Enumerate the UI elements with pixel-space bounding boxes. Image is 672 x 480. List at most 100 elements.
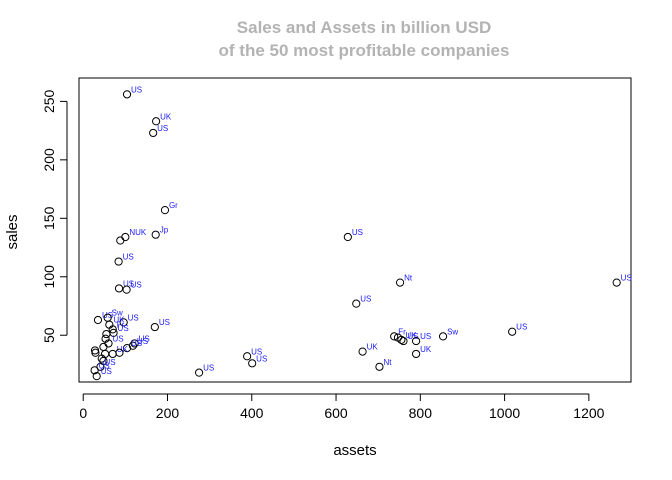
point-label: US [128,313,139,322]
point-label: UK [160,112,172,121]
data-point [399,336,408,346]
point-label: UK [420,345,432,354]
point-label: Nt [383,358,392,367]
x-tick-label: 600 [324,405,348,421]
x-axis-title: assets [333,442,376,459]
x-tick-label: 200 [156,405,180,421]
point-label: Fr [117,320,125,329]
y-axis-title: sales [4,214,21,249]
data-point [128,341,138,350]
data-point [92,372,101,381]
data-point [397,335,406,345]
data-point [97,354,106,363]
point-label: Jp [160,226,169,235]
data-point [152,117,161,126]
data-point [119,318,128,327]
data-point [395,278,405,287]
data-point [114,284,124,293]
data-point [102,329,111,339]
point-label: UK [405,331,417,340]
data-point [343,232,352,242]
y-tick-label: 50 [41,327,57,343]
point-label: US [139,334,150,343]
data-point [91,348,100,357]
point-label: US [360,295,371,304]
x-tick-label: 400 [240,405,264,421]
chart-title-line-1: Sales and Assets in billion USD [237,18,491,37]
point-label: US [251,347,262,356]
point-label: US [516,323,527,332]
point-label: US [112,334,123,343]
point-label: US [159,318,170,327]
data-point [248,359,257,368]
plot-frame [78,77,632,383]
point-label: US [256,354,267,363]
y-tick-label: 100 [41,265,57,289]
data-point [352,299,361,308]
point-label: US [157,124,168,133]
point-label: US [137,337,148,346]
data-point [115,348,124,357]
point-label: US [123,253,134,262]
data-point [150,322,159,332]
data-point [122,343,132,353]
point-label: Sw [447,327,458,336]
point-label: Nt [404,274,413,283]
point-label: US [99,361,110,370]
data-point [90,366,99,375]
data-point [130,339,139,348]
data-point [194,368,204,377]
point-label: US [102,311,113,320]
data-point [116,236,125,245]
point-label: Gr [169,201,178,210]
data-point [390,332,399,341]
data-point [508,327,517,336]
data-point [411,349,421,359]
x-axis: 0 200 400 600 800 1000 1200 [79,393,605,421]
data-point [612,278,621,287]
data-point [99,342,108,352]
point-label: US [123,279,134,288]
data-point [96,362,105,371]
y-tick-label: 150 [41,206,57,230]
data-point [93,315,103,325]
point-label: US [621,274,632,283]
data-point [114,257,123,266]
point-label: US [352,228,363,237]
data-point [160,206,170,215]
data-point [151,230,160,239]
point-label: US [101,367,112,376]
point-label: US [131,85,142,94]
data-point [149,128,158,138]
point-label: US [203,364,214,373]
point-label: US [104,358,115,367]
point-label: UK [367,343,379,352]
point-label: US [131,339,142,348]
point-label: Sw [112,309,123,318]
data-point [411,336,421,346]
point-label: UK [117,345,129,354]
data-point [243,352,252,361]
data-point [122,90,132,99]
data-point [438,332,448,341]
point-label: US [131,281,142,290]
point-label: Fr [398,327,406,336]
y-axis: 50 100 150 200 250 [41,89,68,343]
x-tick-label: 0 [79,405,87,421]
x-tick-label: 800 [409,405,433,421]
data-point [122,285,131,294]
x-tick-label: 1200 [573,405,604,421]
point-label: UK [113,316,125,325]
data-point [101,334,110,343]
point-label: US [118,324,129,333]
y-tick-label: 250 [41,89,57,113]
point-label: US [420,332,431,341]
data-point [108,349,117,359]
x-tick-label: 1000 [489,405,520,421]
data-point [108,325,117,334]
y-tick-label: 200 [41,148,57,172]
point-label: US [407,332,418,341]
point-label: NUK [129,228,147,237]
